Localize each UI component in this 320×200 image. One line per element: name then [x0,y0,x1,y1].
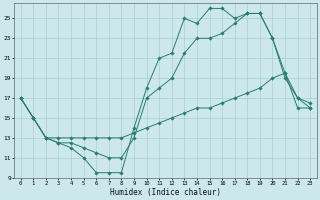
X-axis label: Humidex (Indice chaleur): Humidex (Indice chaleur) [110,188,221,197]
